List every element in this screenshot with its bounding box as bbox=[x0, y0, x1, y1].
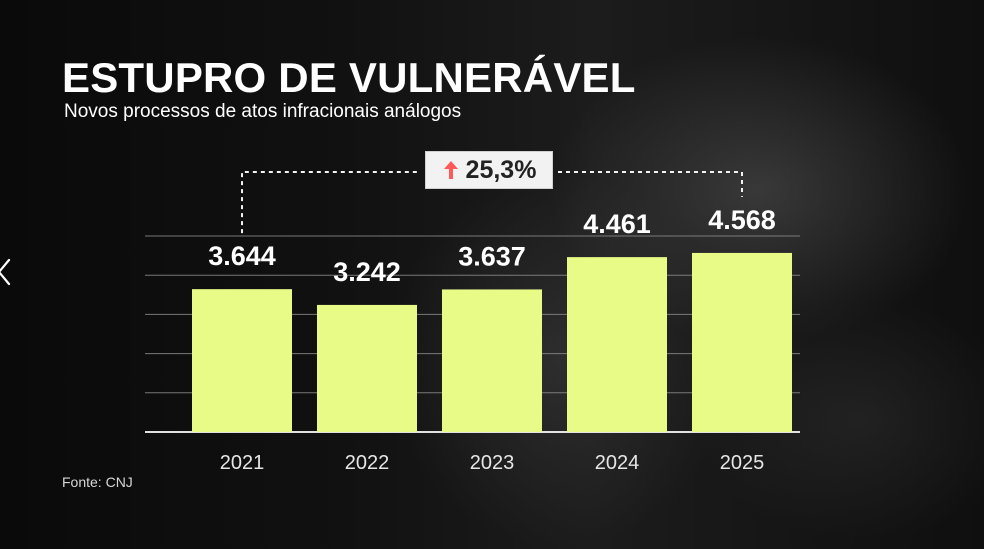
up-arrow-icon bbox=[443, 161, 458, 179]
bar-2023 bbox=[442, 289, 542, 432]
tick-label-2024: 2024 bbox=[595, 452, 640, 474]
value-label-2024: 4.461 bbox=[583, 209, 651, 239]
tick-label-2023: 2023 bbox=[470, 452, 515, 474]
tick-label-2025: 2025 bbox=[720, 452, 765, 474]
chart-subtitle: Novos processos de atos infracionais aná… bbox=[64, 101, 462, 122]
growth-bracket-right bbox=[558, 171, 743, 197]
value-label-2022: 3.242 bbox=[333, 257, 401, 287]
tick-label-2021: 2021 bbox=[220, 452, 265, 474]
value-label-layer: 3.644 3.242 3.637 4.461 4.568 bbox=[208, 205, 776, 287]
bar-layer bbox=[192, 252, 792, 432]
chart-title: ESTUPRO DE VULNERÁVEL bbox=[62, 54, 636, 101]
growth-bracket bbox=[241, 171, 743, 234]
chart-source: Fonte: CNJ bbox=[62, 474, 133, 490]
chevron-left-icon[interactable] bbox=[0, 258, 12, 286]
value-label-2021: 3.644 bbox=[208, 241, 276, 271]
bar-2022 bbox=[317, 304, 417, 432]
value-label-2025: 4.568 bbox=[708, 205, 776, 235]
value-label-2023: 3.637 bbox=[458, 241, 526, 271]
bar-2025 bbox=[692, 252, 792, 432]
tick-label-layer: 2021 2022 2023 2024 2025 bbox=[220, 452, 765, 474]
growth-bracket-left bbox=[241, 171, 420, 234]
growth-label: 25,3% bbox=[465, 155, 537, 184]
growth-badge: 25,3% bbox=[425, 151, 553, 189]
bar-2021 bbox=[192, 289, 292, 432]
bar-2024 bbox=[567, 257, 667, 432]
tick-label-2022: 2022 bbox=[345, 452, 390, 474]
